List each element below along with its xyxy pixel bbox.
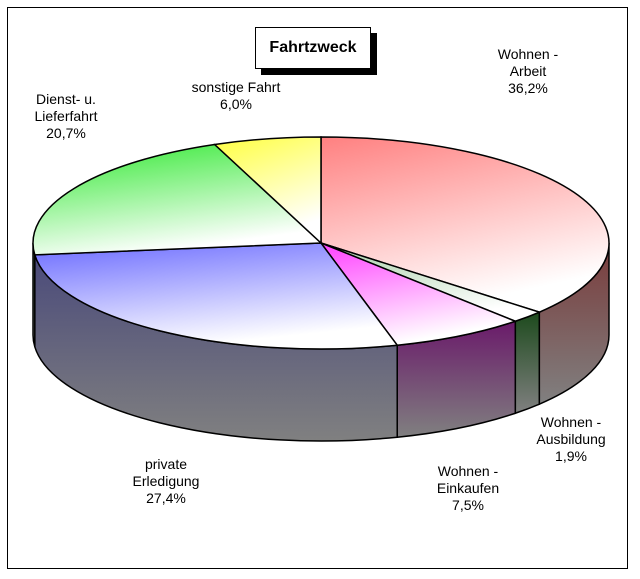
- slice-label-name-line: sonstige Fahrt: [191, 79, 281, 95]
- slice-label-name-line: Erledigung: [132, 473, 200, 489]
- slice-label-value: 6,0%: [220, 96, 252, 112]
- pie-side-4: [32, 242, 36, 348]
- slice-label-name-line: Ausbildung: [536, 431, 606, 447]
- slice-label-name-line: Dienst- u.: [36, 91, 96, 107]
- slice-label-5: sonstige Fahrt 6,0%: [170, 79, 302, 113]
- slice-label-value: 1,9%: [555, 448, 587, 464]
- slice-label-value: 20,7%: [46, 125, 86, 141]
- pie-slice-4: [32, 143, 323, 256]
- slice-label-name-line: Wohnen -: [437, 463, 499, 479]
- slice-label-4: Dienst- u. Lieferfahrt 20,7%: [10, 91, 122, 142]
- slice-label-value: 36,2%: [508, 80, 548, 96]
- slice-label-value: 27,4%: [146, 490, 186, 506]
- slice-label-name-line: Lieferfahrt: [34, 108, 98, 124]
- slice-label-3: private Erledigung 27,4%: [110, 456, 222, 507]
- slice-label-name-line: Arbeit: [509, 63, 547, 79]
- pie-slice-0: [320, 136, 610, 313]
- slice-label-2: Wohnen - Einkaufen 7,5%: [412, 463, 524, 514]
- slice-label-name-line: Einkaufen: [436, 480, 500, 496]
- slice-label-0: Wohnen - Arbeit 36,2%: [468, 46, 588, 97]
- slice-label-name-line: Wohnen -: [497, 46, 559, 62]
- slice-label-value: 7,5%: [452, 497, 484, 513]
- pie-slice-5: [213, 136, 322, 245]
- pie-slice-2: [318, 241, 518, 347]
- pie-side-1: [514, 311, 541, 415]
- slice-label-1: Wohnen - Ausbildung 1,9%: [515, 414, 627, 465]
- chart-title: Fahrtzweck: [255, 27, 371, 69]
- slice-label-name-line: private: [144, 456, 188, 472]
- pie-slice-3: [33, 242, 399, 350]
- slice-label-name-line: Wohnen -: [540, 414, 602, 430]
